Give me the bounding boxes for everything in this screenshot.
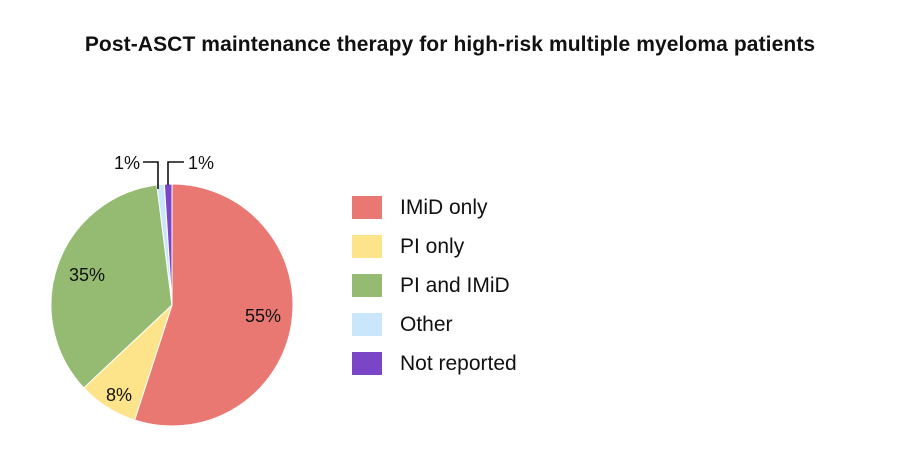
slice-label-pi-and-imid: 35%: [69, 265, 105, 285]
legend-label-pi-only: PI only: [400, 234, 465, 258]
pie-slice-labels: 55% 8% 35% 1% 1%: [69, 153, 281, 405]
legend-label-other: Other: [400, 312, 453, 336]
legend-item-pi-only: PI only: [352, 227, 517, 266]
legend-item-imid-only: IMiD only: [352, 188, 517, 227]
chart-title: Post-ASCT maintenance therapy for high-r…: [84, 33, 816, 56]
pie-slice-imid-only: [133, 183, 294, 427]
pie-callouts: [143, 161, 184, 189]
pie-slices: [50, 183, 294, 427]
legend-swatch-imid-only: [352, 196, 382, 219]
legend-item-not-reported: Not reported: [352, 344, 517, 383]
legend-label-pi-and-imid: PI and IMiD: [400, 273, 510, 297]
slice-label-other: 1%: [114, 153, 140, 173]
legend-swatch-other: [352, 313, 382, 336]
pie-slice-pi-and-imid: [50, 184, 173, 389]
legend-label-not-reported: Not reported: [400, 351, 517, 375]
callout-line-not-reported: [167, 161, 184, 185]
legend-swatch-pi-and-imid: [352, 274, 382, 297]
legend-swatch-not-reported: [352, 352, 382, 375]
legend-label-imid-only: IMiD only: [400, 195, 488, 219]
callout-line-other: [143, 161, 159, 189]
slice-label-not-reported: 1%: [188, 153, 214, 173]
legend-item-pi-and-imid: PI and IMiD: [352, 266, 517, 305]
chart-legend: IMiD only PI only PI and IMiD Other Not …: [352, 188, 517, 383]
slice-label-pi-only: 8%: [106, 385, 132, 405]
legend-swatch-pi-only: [352, 235, 382, 258]
legend-item-other: Other: [352, 305, 517, 344]
slice-label-imid-only: 55%: [245, 306, 281, 326]
